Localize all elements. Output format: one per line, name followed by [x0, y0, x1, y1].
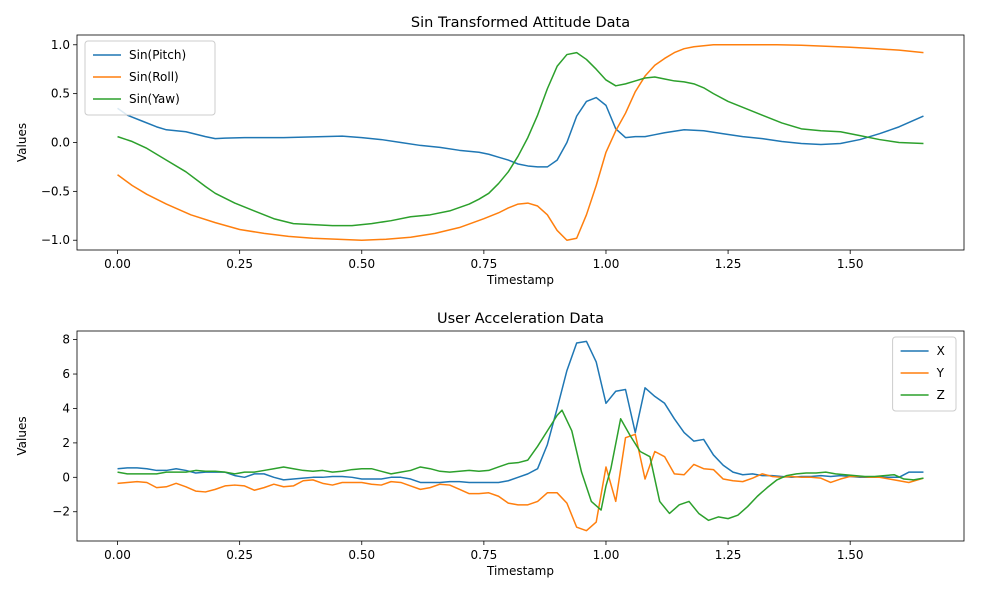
- x-tick-label: 1.00: [593, 548, 620, 562]
- x-tick-label: 0.00: [104, 548, 131, 562]
- series-line-sin-yaw: [117, 51, 924, 227]
- x-axis-label: Timestamp: [486, 564, 554, 578]
- legend-box: [84, 40, 216, 116]
- x-tick-label: 0.50: [348, 548, 375, 562]
- y-tick-label: 1.0: [51, 38, 70, 52]
- y-tick-label: 4: [62, 401, 70, 415]
- x-tick-label: 1.00: [593, 257, 620, 271]
- legend-label: X: [937, 344, 945, 358]
- series-line-sin-pitch: [117, 96, 924, 168]
- x-tick-label: 0.00: [104, 257, 131, 271]
- plot-frame: [76, 330, 965, 542]
- series-line-z: [117, 409, 924, 522]
- x-tick-label: 1.25: [715, 548, 742, 562]
- y-tick-label: 0.5: [51, 87, 70, 101]
- legend-label: Sin(Yaw): [129, 92, 180, 106]
- y-tick-label: 8: [62, 333, 70, 347]
- chart-title: Sin Transformed Attitude Data: [411, 15, 630, 31]
- chart-1: 0.00 0.25 0.50 0.75 1.00 1.25 1.50 −1.0 −0.5 0.0 0…: [15, 15, 965, 287]
- x-tick-label: 1.50: [837, 548, 864, 562]
- x-tick-label: 0.75: [471, 257, 498, 271]
- series-line-y: [117, 433, 924, 532]
- y-tick-label: −0.5: [41, 184, 70, 198]
- y-tick-label: 0: [62, 470, 70, 484]
- x-tick-label: 1.50: [837, 257, 864, 271]
- x-tick-label: 0.25: [226, 257, 253, 271]
- x-axis-label: Timestamp: [486, 273, 554, 287]
- y-tick-label: −2: [52, 505, 70, 519]
- legend-label: Y: [936, 366, 945, 380]
- legend: Sin(Pitch) Sin(Roll) Sin(Yaw): [84, 40, 216, 116]
- y-tick-label: 2: [62, 436, 70, 450]
- y-tick-label: 0.0: [51, 136, 70, 150]
- legend-label: Z: [937, 388, 945, 402]
- x-tick-label: 0.25: [226, 548, 253, 562]
- chart-2: 0.00 0.25 0.50 0.75 1.00 1.25 1.50 −2 0 2 4 6 8 User …: [15, 311, 965, 578]
- legend-box: [892, 336, 957, 412]
- y-axis-label: Values: [15, 123, 29, 162]
- legend: XYZ: [892, 336, 957, 412]
- y-tick-label: −1.0: [41, 233, 70, 247]
- x-tick-label: 0.50: [348, 257, 375, 271]
- y-tick-label: 6: [62, 367, 70, 381]
- chart-title: User Acceleration Data: [437, 311, 604, 327]
- x-tick-label: 1.25: [715, 257, 742, 271]
- series-line-sin-roll: [117, 44, 924, 241]
- y-axis-label: Values: [15, 416, 29, 455]
- legend-label: Sin(Pitch): [129, 48, 186, 62]
- x-tick-label: 0.75: [471, 548, 498, 562]
- legend-label: Sin(Roll): [129, 70, 179, 84]
